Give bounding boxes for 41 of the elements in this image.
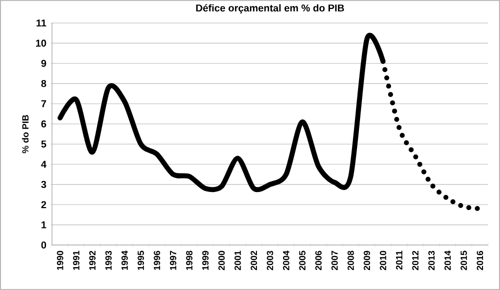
x-tick-label: 2007	[331, 250, 338, 270]
x-tick-label: 1990	[56, 250, 64, 270]
x-tick-label: 2008	[348, 250, 354, 270]
x-tick-label: 2006	[315, 250, 322, 270]
x-tick-label: 1992	[89, 250, 96, 270]
x-tick-label: 2014	[444, 250, 451, 270]
y-axis-title: % do PIB	[22, 114, 29, 154]
y-tick-label: 8	[41, 80, 46, 88]
y-tick-label: 5	[41, 140, 46, 148]
x-tick-label: 2003	[266, 250, 274, 270]
x-tick-label: 1997	[170, 250, 176, 270]
x-tick-label: 2002	[250, 250, 258, 270]
x-tick-label: 1998	[186, 250, 192, 270]
x-tick-label: 1996	[154, 250, 160, 270]
x-tick-label: 2000	[218, 250, 225, 270]
y-tick-label: 9	[41, 60, 46, 67]
x-tick-label: 2004	[282, 250, 290, 270]
x-tick-label: 2015	[460, 250, 467, 270]
x-tick-label: 2009	[364, 250, 370, 270]
y-tick-label: 2	[41, 201, 46, 208]
y-tick-label: 3	[41, 180, 46, 188]
y-tick-label: 7	[41, 100, 46, 108]
chart-title: Défice orçamental em % do PIB	[196, 4, 344, 14]
x-tick-label: 2010	[380, 250, 386, 270]
x-tick-label: 2016	[476, 250, 484, 270]
x-tick-label: 2013	[428, 250, 435, 270]
y-tick-label: 6	[41, 120, 46, 128]
x-tick-label: 1995	[138, 250, 144, 270]
x-tick-label: 1993	[105, 250, 112, 270]
y-tick-label: 1	[42, 221, 46, 228]
x-tick-label: 2012	[412, 250, 419, 270]
x-tick-label: 1999	[202, 250, 209, 270]
x-tick-label: 2011	[396, 250, 402, 270]
y-tick-label: 0	[41, 241, 46, 249]
y-tick-label: 11	[36, 20, 46, 26]
y-tick-label: 4	[41, 160, 46, 168]
x-tick-label: 2005	[299, 250, 306, 270]
x-tick-label: 2001	[234, 250, 241, 270]
y-tick-label: 10	[36, 40, 46, 47]
x-tick-label: 1991	[73, 250, 80, 270]
x-tick-label: 1994	[121, 250, 128, 270]
